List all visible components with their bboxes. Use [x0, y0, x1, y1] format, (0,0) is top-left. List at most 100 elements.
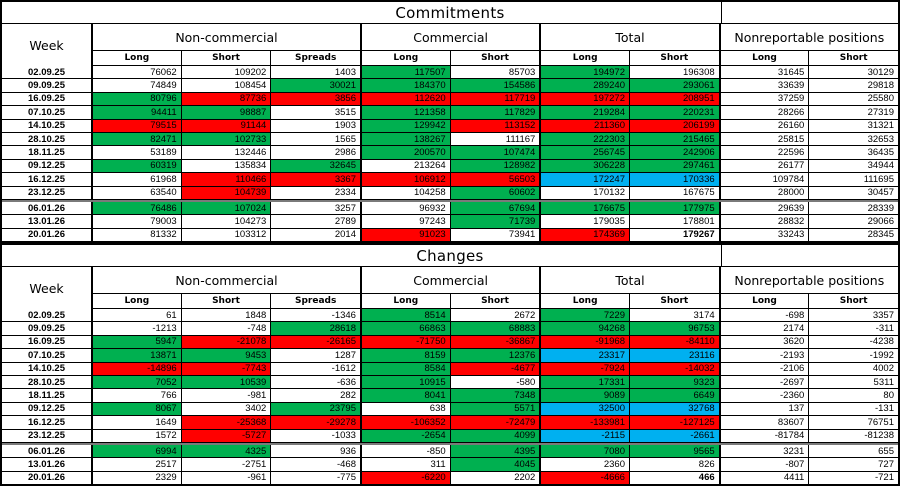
value-cell: -84110 — [628, 335, 719, 349]
table-row: 16.09.25 80796 87736 3856 112620 117719 197272… — [2, 92, 898, 107]
week-cell: 07.10.25 — [28, 349, 65, 361]
value-cell: 37259 — [718, 92, 809, 106]
value-cell: 113152 — [449, 119, 540, 132]
value-cell: 2672 — [449, 309, 540, 322]
table-row: 13.01.26 79003 104273 2789 97243 71739 179035 1… — [2, 215, 898, 229]
value-cell: -81784 — [718, 429, 809, 442]
table-row: 09.09.25 -1213 -748 28618 66863 68883 94268 967… — [2, 322, 898, 336]
value-cell: 61968 — [91, 173, 181, 186]
week-cell: 18.11.25 — [28, 147, 65, 159]
col-header-short: Short — [180, 294, 271, 309]
week-cell: 14.10.25 — [28, 120, 65, 132]
value-cell: 74849 — [91, 79, 181, 92]
value-cell: 56503 — [449, 173, 540, 186]
value-cell: 242906 — [628, 146, 719, 159]
value-cell: -981 — [180, 389, 271, 402]
value-cell: 4099 — [449, 429, 540, 442]
week-cell: 02.09.25 — [28, 309, 65, 321]
value-cell: -698 — [718, 309, 809, 322]
week-cell: 02.09.25 — [28, 66, 65, 78]
value-cell: 3515 — [270, 106, 360, 119]
group-header-total: Total — [539, 24, 719, 51]
value-cell: 32500 — [539, 402, 629, 416]
value-cell: -1213 — [91, 322, 181, 335]
value-cell: -748 — [180, 322, 271, 335]
col-header-long: Long — [359, 51, 450, 66]
value-cell: -26165 — [270, 335, 360, 349]
col-header-long: Long — [539, 294, 629, 309]
value-cell: -5727 — [180, 429, 271, 442]
group-header-nonreportable-positions: Nonreportable positions — [718, 267, 898, 294]
value-cell: 117507 — [359, 66, 450, 79]
col-header-short: Short — [180, 51, 271, 66]
value-cell: 110466 — [180, 173, 271, 186]
col-header-long: Long — [539, 51, 629, 66]
value-cell: -2751 — [180, 458, 271, 471]
value-cell: -29278 — [270, 416, 360, 429]
value-cell: -14896 — [91, 362, 181, 375]
value-cell: 200570 — [359, 146, 450, 159]
value-cell: 4325 — [180, 444, 271, 458]
value-cell: -961 — [180, 471, 271, 485]
table-row: 06.01.26 6994 4325 936 -850 4395 7080 9565 3231 6… — [2, 442, 898, 459]
value-cell: 311 — [359, 458, 450, 471]
value-cell: -2115 — [539, 429, 629, 442]
value-cell: 9323 — [628, 375, 719, 389]
value-cell: -21078 — [180, 335, 271, 349]
value-cell: 91144 — [180, 119, 271, 132]
value-cell: 167675 — [628, 186, 719, 199]
value-cell: 1649 — [91, 416, 181, 429]
col-header-long: Long — [359, 294, 450, 309]
week-cell: 20.01.26 — [28, 472, 65, 484]
value-cell: -2654 — [359, 429, 450, 442]
value-cell: -311 — [808, 322, 898, 335]
value-cell: 31321 — [808, 119, 898, 132]
value-cell: -81238 — [808, 429, 898, 442]
value-cell: 128982 — [449, 159, 540, 173]
value-cell: 2334 — [270, 186, 360, 199]
value-cell: 213264 — [359, 159, 450, 173]
value-cell: 2517 — [91, 458, 181, 471]
value-cell: -4238 — [808, 335, 898, 349]
value-cell: -850 — [359, 444, 450, 458]
value-cell: 179267 — [628, 228, 719, 242]
value-cell: -127125 — [628, 416, 719, 429]
value-cell: -721 — [808, 471, 898, 485]
value-cell: 63540 — [91, 186, 181, 199]
value-cell: 67694 — [449, 201, 540, 215]
value-cell: 83607 — [718, 416, 809, 429]
value-cell: 33639 — [718, 79, 809, 92]
week-cell: 14.10.25 — [28, 363, 65, 375]
value-cell: 26160 — [718, 119, 809, 132]
table-row: 16.09.25 5947 -21078 -26165 -71750 -36867 -919… — [2, 335, 898, 350]
value-cell: 154586 — [449, 79, 540, 92]
value-cell: 10915 — [359, 375, 450, 389]
value-cell: 94411 — [91, 106, 181, 119]
table-row: 28.10.25 7052 10539 -636 10915 -580 17331 9323-… — [2, 375, 898, 390]
value-cell: 26177 — [718, 159, 809, 173]
value-cell: 206199 — [628, 119, 719, 132]
value-cell: 220231 — [628, 106, 719, 119]
table-row: 18.11.25 766 -981 282 8041 7348 9089 6649 -2360 8… — [2, 389, 898, 403]
value-cell: 117719 — [449, 92, 540, 106]
value-cell: 108454 — [180, 79, 271, 92]
week-cell: 07.10.25 — [28, 106, 65, 118]
value-cell: 107024 — [180, 201, 271, 215]
value-cell: 60319 — [91, 159, 181, 173]
value-cell: 4045 — [449, 458, 540, 471]
week-cell: 09.09.25 — [28, 323, 65, 335]
value-cell: 727 — [808, 458, 898, 471]
value-cell: 766 — [91, 389, 181, 402]
week-cell: 16.09.25 — [28, 336, 65, 348]
value-cell: 53189 — [91, 146, 181, 159]
week-header: Week — [29, 37, 64, 53]
group-header-non-commercial: Non-commercial — [91, 24, 360, 51]
value-cell: 256745 — [539, 146, 629, 159]
value-cell: 306228 — [539, 159, 629, 173]
col-header-short: Short — [628, 294, 719, 309]
value-cell: 80796 — [91, 92, 181, 106]
table-body: 02.09.25 61 1848 -1346 8514 2672 7229 3174 -698 3… — [2, 309, 898, 485]
value-cell: 71739 — [449, 215, 540, 228]
value-cell: 76486 — [91, 201, 181, 215]
value-cell: 27319 — [808, 106, 898, 119]
